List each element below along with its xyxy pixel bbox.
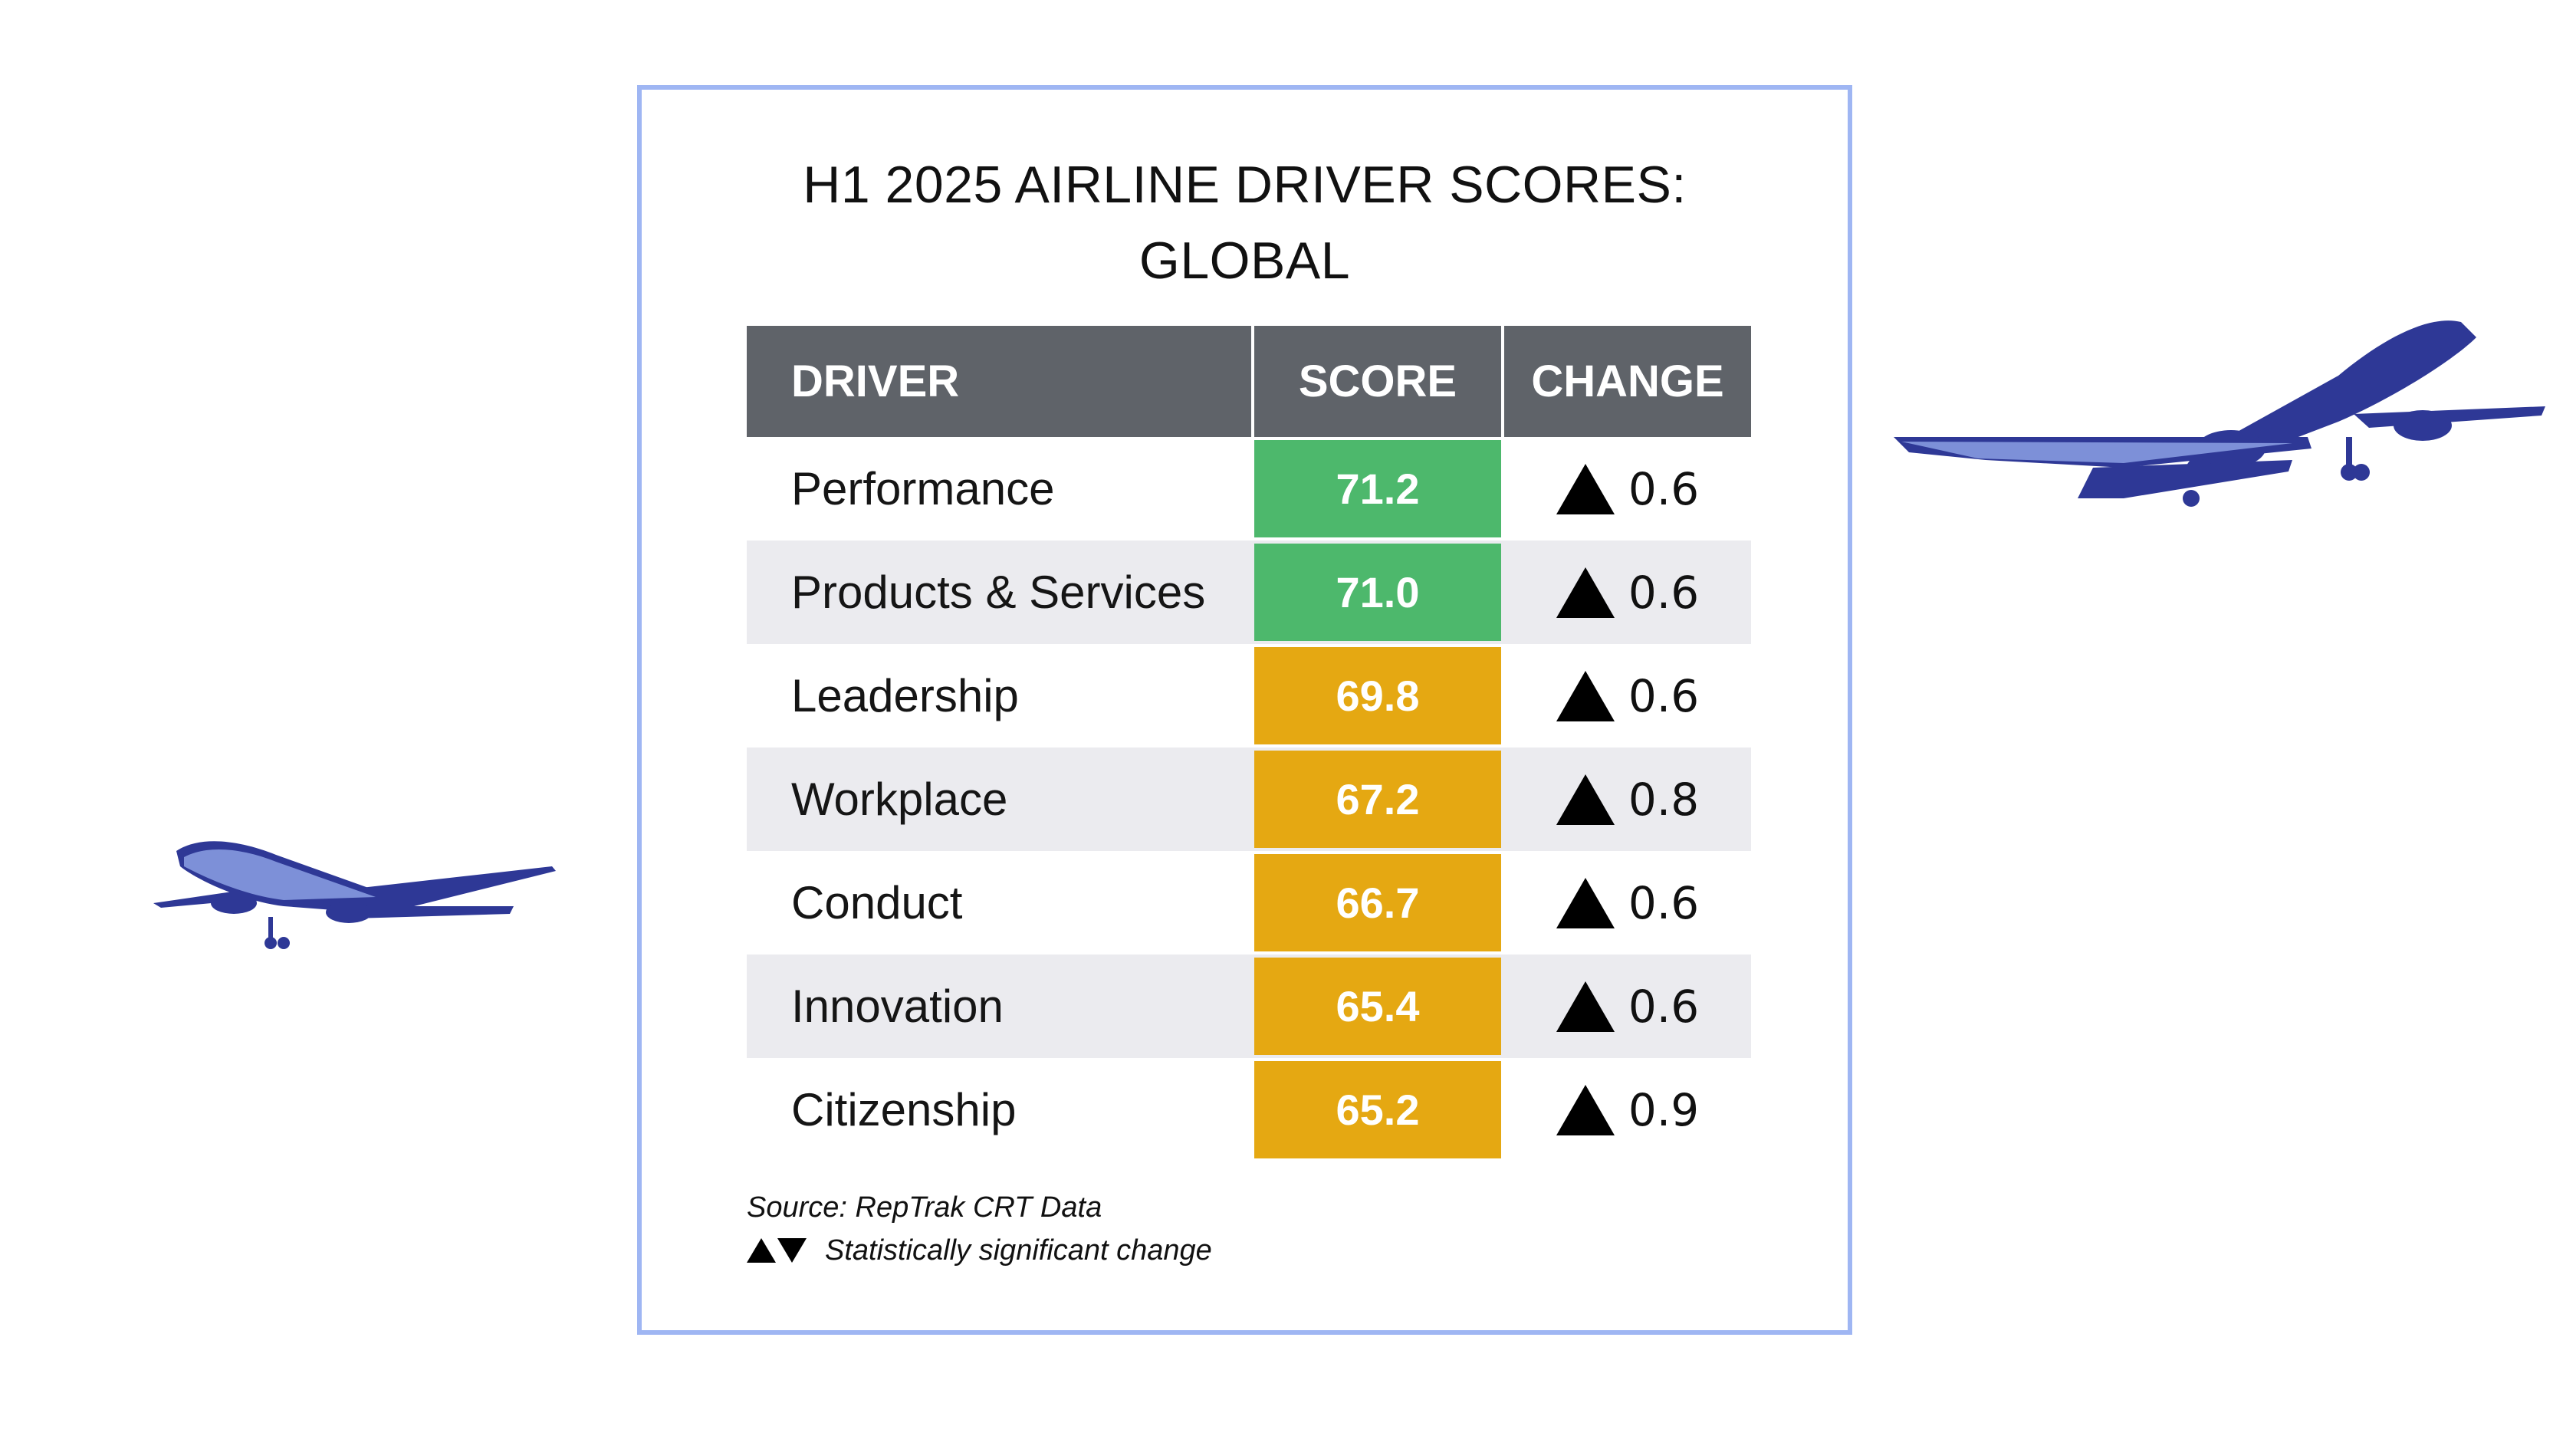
title-line-2: GLOBAL	[1138, 231, 1351, 290]
driver-label: Workplace	[791, 774, 1008, 825]
table-row: Innovation 65.4 0.6	[747, 955, 1751, 1058]
up-triangle-icon	[1556, 670, 1615, 721]
change-cell: 0.8	[1504, 748, 1751, 851]
change-cell: 0.9	[1504, 1058, 1751, 1162]
change-cell: 0.6	[1504, 851, 1751, 955]
driver-label: Performance	[791, 463, 1055, 514]
up-triangle-icon	[1556, 463, 1615, 514]
change-value: 0.6	[1628, 980, 1700, 1033]
airplane-icon-right	[1894, 320, 2545, 507]
down-triangle-icon	[777, 1238, 807, 1263]
table-row: Leadership 69.8 0.6	[747, 644, 1751, 748]
score-value: 71.0	[1254, 544, 1501, 641]
table-row: Workplace 67.2 0.8	[747, 748, 1751, 851]
scores-card: H1 2025 AIRLINE DRIVER SCORES: GLOBAL DR…	[637, 85, 1852, 1335]
airplane-icon-left	[153, 841, 556, 949]
table-body: Performance 71.2 0.6 Products & Services 71.…	[747, 437, 1751, 1162]
change-value: 0.6	[1628, 669, 1700, 722]
driver-label: Innovation	[791, 981, 1004, 1032]
footnotes: Source: RepTrak CRT Data Statistically s…	[747, 1186, 1212, 1272]
change-value: 0.6	[1628, 876, 1700, 929]
change-cell: 0.6	[1504, 644, 1751, 748]
header-change: CHANGE	[1504, 326, 1751, 437]
title-line-1: H1 2025 AIRLINE DRIVER SCORES:	[803, 156, 1687, 214]
source-note: Source: RepTrak CRT Data	[747, 1191, 1102, 1224]
change-cell: 0.6	[1504, 540, 1751, 644]
driver-label: Conduct	[791, 877, 963, 928]
change-value: 0.8	[1628, 773, 1700, 826]
score-value: 66.7	[1254, 854, 1501, 951]
table-row: Citizenship 65.2 0.9	[747, 1058, 1751, 1162]
score-value: 71.2	[1254, 440, 1501, 537]
change-value: 0.9	[1628, 1083, 1700, 1136]
up-triangle-icon	[1556, 981, 1615, 1032]
header-score: SCORE	[1254, 326, 1501, 437]
header-driver: DRIVER	[747, 326, 1251, 437]
up-triangle-icon	[1556, 774, 1615, 825]
change-cell: 0.6	[1504, 437, 1751, 540]
driver-label: Citizenship	[791, 1084, 1017, 1135]
up-triangle-icon	[1556, 567, 1615, 618]
change-value: 0.6	[1628, 566, 1700, 619]
table-row: Products & Services 71.0 0.6	[747, 540, 1751, 644]
score-value: 69.8	[1254, 647, 1501, 744]
score-value: 65.2	[1254, 1061, 1501, 1158]
change-cell: 0.6	[1504, 955, 1751, 1058]
up-triangle-icon	[1556, 877, 1615, 928]
driver-label: Products & Services	[791, 567, 1206, 618]
up-triangle-icon	[747, 1238, 776, 1263]
table-header: DRIVER SCORE CHANGE	[747, 326, 1751, 437]
change-value: 0.6	[1628, 462, 1700, 515]
driver-label: Leadership	[791, 670, 1019, 721]
score-value: 67.2	[1254, 751, 1501, 848]
legend-note: Statistically significant change	[747, 1229, 1212, 1272]
table-row: Performance 71.2 0.6	[747, 437, 1751, 540]
score-value: 65.4	[1254, 958, 1501, 1055]
legend-note-text: Statistically significant change	[825, 1234, 1212, 1267]
up-triangle-icon	[1556, 1084, 1615, 1135]
table-row: Conduct 66.7 0.6	[747, 851, 1751, 955]
driver-scores-table: DRIVER SCORE CHANGE Performance 71.2 0.6 Pr…	[747, 326, 1751, 1162]
chart-title: H1 2025 AIRLINE DRIVER SCORES: GLOBAL	[642, 147, 1848, 298]
